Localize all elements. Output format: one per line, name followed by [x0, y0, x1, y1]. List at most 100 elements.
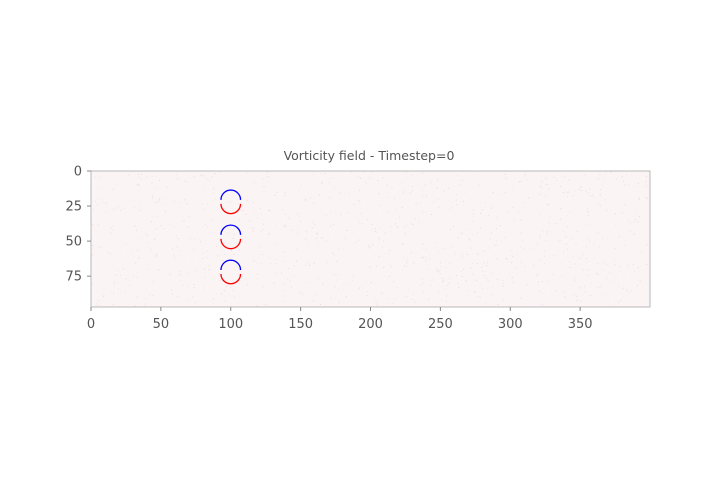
- noise-dot: [612, 280, 614, 282]
- noise-dot: [601, 184, 603, 186]
- noise-dot: [501, 194, 502, 195]
- noise-dot: [225, 224, 227, 226]
- noise-dot: [91, 237, 93, 239]
- noise-dot: [120, 274, 122, 276]
- noise-dot: [476, 279, 478, 281]
- noise-dot: [268, 234, 270, 236]
- noise-dot: [334, 188, 336, 190]
- noise-dot: [468, 239, 470, 241]
- noise-dot: [638, 198, 640, 200]
- noise-dot: [415, 203, 417, 205]
- noise-dot: [276, 191, 278, 193]
- noise-dot: [472, 234, 474, 236]
- noise-dot: [584, 174, 585, 176]
- noise-dot: [465, 280, 467, 282]
- noise-dot: [208, 265, 210, 266]
- noise-dot: [233, 296, 235, 298]
- noise-dot: [132, 199, 134, 201]
- noise-dot: [369, 246, 371, 248]
- noise-dot: [568, 191, 570, 193]
- noise-dot: [187, 226, 189, 228]
- noise-dot: [421, 189, 423, 191]
- noise-dot: [474, 171, 476, 173]
- noise-dot: [599, 286, 601, 288]
- noise-dot: [553, 176, 555, 178]
- noise-dot: [544, 263, 545, 265]
- noise-dot: [458, 287, 460, 289]
- noise-dot: [276, 242, 278, 244]
- noise-dot: [474, 291, 476, 293]
- noise-dot: [641, 251, 642, 253]
- noise-dot: [482, 271, 484, 272]
- noise-dot: [448, 278, 450, 279]
- noise-dot: [205, 224, 207, 225]
- noise-dot: [620, 299, 622, 301]
- noise-dot: [306, 262, 308, 264]
- noise-dot: [146, 235, 148, 237]
- noise-dot: [559, 240, 561, 242]
- noise-dot: [320, 181, 322, 183]
- noise-dot: [154, 238, 156, 240]
- noise-dot: [548, 280, 550, 282]
- noise-dot: [483, 262, 485, 264]
- noise-dot: [541, 304, 543, 306]
- noise-dot: [241, 258, 243, 260]
- noise-dot: [548, 188, 550, 190]
- noise-dot: [518, 181, 520, 183]
- noise-dot: [406, 260, 408, 262]
- vortex-ring: [220, 224, 242, 250]
- noise-dot: [140, 209, 141, 211]
- noise-dot: [325, 240, 327, 242]
- noise-dot: [340, 193, 342, 195]
- noise-dot: [568, 179, 570, 181]
- noise-dot: [391, 266, 393, 268]
- noise-dot: [466, 289, 468, 291]
- noise-dot: [544, 255, 545, 257]
- noise-dot: [387, 211, 389, 213]
- noise-dot: [252, 230, 254, 232]
- noise-dot: [420, 257, 421, 259]
- noise-dot: [364, 171, 365, 173]
- noise-dot: [495, 244, 497, 246]
- noise-dot: [413, 294, 415, 296]
- noise-dot: [401, 206, 403, 208]
- noise-dot: [215, 199, 217, 201]
- noise-dot: [254, 210, 255, 212]
- noise-dot: [593, 243, 595, 245]
- noise-dot: [588, 214, 589, 216]
- noise-dot: [186, 300, 188, 301]
- noise-dot: [598, 178, 600, 180]
- noise-dot: [470, 267, 472, 269]
- noise-dot: [193, 284, 195, 286]
- positive-vorticity-arc: [220, 273, 242, 285]
- noise-dot: [539, 186, 541, 188]
- noise-dot: [479, 296, 481, 298]
- noise-dot: [152, 281, 154, 283]
- noise-dot: [576, 300, 578, 302]
- noise-dot: [486, 265, 487, 267]
- noise-dot: [345, 296, 347, 298]
- noise-dot: [143, 304, 145, 306]
- noise-dot: [442, 280, 444, 282]
- noise-dot: [553, 183, 555, 185]
- negative-vorticity-arc: [220, 259, 242, 271]
- noise-dot: [238, 217, 240, 219]
- noise-dot: [602, 238, 604, 240]
- noise-dot: [574, 293, 576, 295]
- noise-dot: [573, 221, 575, 223]
- noise-dot: [267, 181, 269, 183]
- noise-dot: [614, 264, 616, 266]
- noise-dot: [321, 183, 323, 185]
- noise-dot: [545, 195, 547, 197]
- noise-dot: [626, 289, 628, 291]
- noise-dot: [369, 266, 371, 268]
- noise-dot: [97, 224, 99, 226]
- noise-dot: [639, 198, 641, 200]
- noise-dot: [268, 257, 270, 259]
- noise-dot: [539, 235, 541, 237]
- noise-dot: [496, 239, 498, 241]
- noise-dot: [569, 261, 571, 263]
- noise-dot: [636, 285, 638, 286]
- noise-dot: [233, 233, 235, 235]
